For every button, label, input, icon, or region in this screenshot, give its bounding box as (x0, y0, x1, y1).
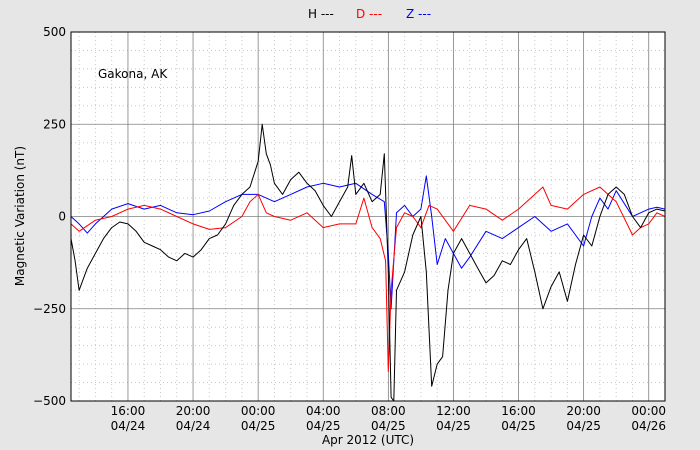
x-tick-date-label: 04/25 (566, 419, 601, 433)
x-tick-time-label: 00:00 (241, 404, 276, 418)
y-axis-label: Magnetic Variation (nT) (13, 146, 27, 286)
plot-frame (70, 31, 666, 402)
legend-h-label: H --- (308, 7, 334, 21)
x-tick-date-label: 04/25 (501, 419, 536, 433)
x-tick-time-label: 20:00 (566, 404, 601, 418)
y-tick-label: 0 (58, 210, 66, 224)
y-tick-label: −250 (33, 302, 66, 316)
x-tick-date-label: 04/25 (436, 419, 471, 433)
x-tick-date-label: 04/25 (306, 419, 341, 433)
station-annotation: Gakona, AK (98, 67, 168, 81)
axis-ticks: 5002500−250−50016:0004/2420:0004/2400:00… (33, 25, 666, 433)
legend-d-label: D --- (356, 7, 382, 21)
x-tick-date-label: 04/26 (631, 419, 666, 433)
x-axis-label: Apr 2012 (UTC) (322, 433, 414, 447)
x-tick-time-label: 12:00 (436, 404, 471, 418)
series-layer (70, 123, 666, 402)
x-tick-date-label: 04/24 (111, 419, 146, 433)
x-tick-time-label: 16:00 (111, 404, 146, 418)
x-tick-time-label: 20:00 (176, 404, 211, 418)
y-tick-label: 250 (43, 117, 66, 131)
legend-z-label: Z --- (406, 7, 431, 21)
x-tick-time-label: 08:00 (371, 404, 406, 418)
series-line-d (70, 186, 666, 372)
x-tick-date-label: 04/25 (241, 419, 276, 433)
x-tick-time-label: 00:00 (631, 404, 666, 418)
x-tick-time-label: 16:00 (501, 404, 536, 418)
x-tick-date-label: 04/25 (371, 419, 406, 433)
y-tick-label: 500 (43, 25, 66, 39)
x-tick-time-label: 04:00 (306, 404, 341, 418)
y-tick-label: −500 (33, 394, 66, 408)
series-line-z (70, 175, 666, 310)
series-line-h (70, 123, 666, 402)
x-tick-date-label: 04/24 (176, 419, 211, 433)
